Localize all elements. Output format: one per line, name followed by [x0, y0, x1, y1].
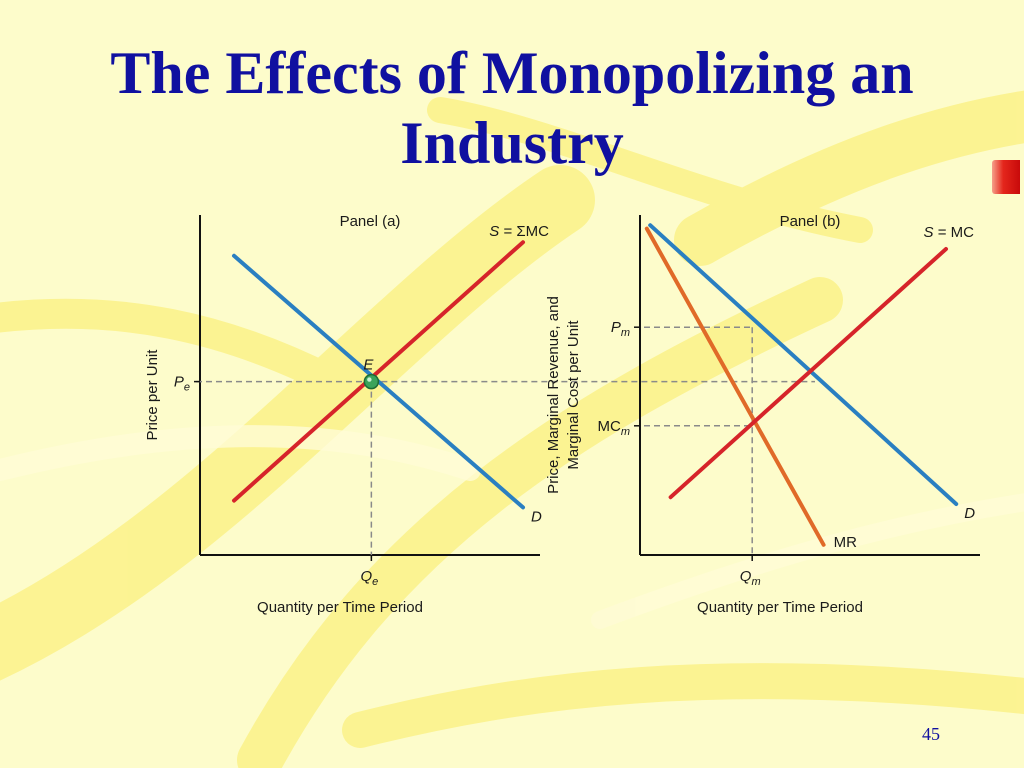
panel-b-group — [634, 215, 980, 561]
panel-b-series-mr-line — [644, 226, 826, 547]
panel-b-mr-label: MR — [834, 534, 857, 551]
panel-b-x-axis-title: Quantity per Time Period — [697, 599, 863, 616]
equilibrium-point-highlight — [367, 377, 372, 382]
panel-b-y-tick-label-mcm: MCm — [598, 418, 631, 438]
panel-b-y-axis-title-line-2: Marginal Cost per Unit — [565, 320, 582, 470]
panel-b-title: Panel (b) — [780, 213, 841, 230]
panel-b-x-tick-label-qm: Qm — [740, 568, 761, 588]
panel-a-title: Panel (a) — [340, 213, 401, 230]
panel-a-series-smc-line — [232, 240, 525, 503]
slide-title: The Effects of Monopolizing an Industry — [60, 38, 964, 178]
panel-a-y-axis-title: Price per Unit — [144, 349, 161, 441]
title-line-1: The Effects of Monopolizing an — [110, 40, 914, 106]
panel-a-group — [194, 215, 815, 561]
panel-b-demand-label: D — [964, 505, 975, 522]
panel-b-y-axis-title-line-1: Price, Marginal Revenue, and — [545, 296, 562, 494]
panel-b-y-tick-label-pm: Pm — [611, 319, 630, 339]
panel-a-x-tick-label-qe: Qe — [360, 568, 378, 588]
equilibrium-label-e: E — [363, 357, 374, 374]
panel-a-supply-label: S = ΣMC — [489, 223, 549, 240]
panel-a-x-axis-title: Quantity per Time Period — [257, 599, 423, 616]
panel-a-y-tick-label-pe: Pe — [174, 374, 190, 394]
panel-a-demand-label: D — [531, 508, 542, 525]
panel-b-series-smc-line — [668, 247, 948, 500]
title-line-2: Industry — [400, 110, 624, 176]
panel-b-series-d-line — [648, 223, 959, 506]
equilibrium-point-e — [363, 373, 380, 390]
red-accent-tab — [992, 160, 1020, 194]
slide-number: 45 — [922, 724, 940, 744]
panel-b-supply-label: S = MC — [924, 224, 975, 241]
